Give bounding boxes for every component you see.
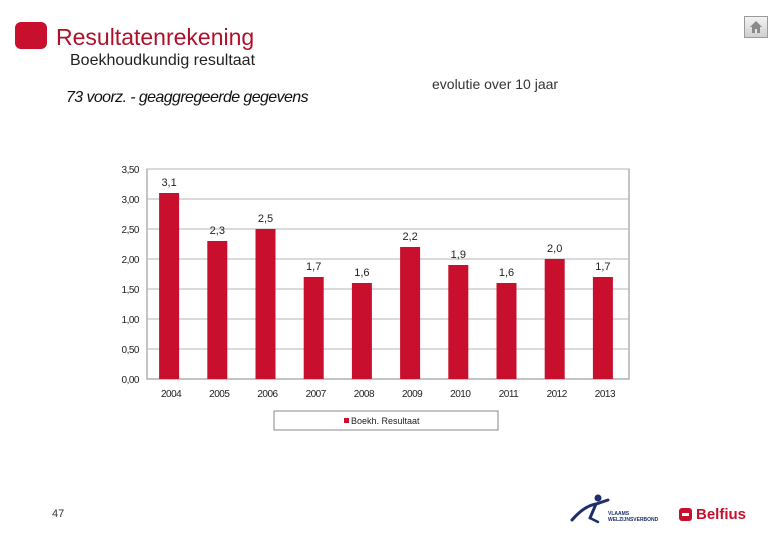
y-tick-label: 1,00 [122,315,140,326]
page-subtitle: Boekhoudkundig resultaat [70,52,256,69]
bar [351,283,372,379]
data-label: 1,9 [451,249,466,261]
x-tick-label: 2004 [161,389,182,400]
bar [496,283,517,379]
x-tick-label: 2013 [595,389,616,400]
y-tick-label: 3,00 [122,195,140,206]
home-icon [750,21,762,33]
x-tick-label: 2005 [209,389,230,400]
vvsg-logo-line1: VLAAMS [608,511,630,517]
bar [159,193,180,379]
x-tick-label: 2008 [354,389,375,400]
belfius-logo-text: Belfius [696,506,747,523]
data-label: 1,6 [499,267,514,279]
y-tick-label: 3,50 [122,165,140,176]
y-tick-label: 1,50 [122,285,140,296]
bar [400,247,421,379]
legend-swatch [344,418,349,423]
vvsg-logo: VLAAMS WELZIJNSVERBOND [570,494,659,524]
y-tick-label: 2,00 [122,255,140,266]
x-tick-label: 2012 [547,389,568,400]
bar [255,229,276,379]
belfius-mark-icon [679,508,692,521]
bar [448,265,469,379]
x-tick-label: 2009 [402,389,423,400]
data-label: 2,3 [210,225,225,237]
title-square-icon [15,22,47,49]
legend-label: Boekh. Resultaat [351,416,420,426]
legend-box [273,410,499,431]
belfius-logo: Belfius [679,506,746,523]
bar [303,277,324,379]
page-title: Resultatenrekening [56,24,255,50]
data-label: 2,2 [402,231,417,243]
home-button[interactable] [744,16,768,38]
data-label: 2,0 [547,243,562,255]
data-label: 1,6 [354,267,369,279]
x-tick-label: 2010 [450,389,471,400]
y-tick-label: 0,00 [122,375,140,386]
page-number: 47 [52,508,65,520]
data-label: 1,7 [306,261,321,273]
data-label: 3,1 [161,177,176,189]
data-label: 2,5 [258,213,273,225]
x-tick-label: 2007 [306,389,327,400]
chart-title: 73 voorz. - geaggregeerde gegevens [66,89,309,106]
x-tick-label: 2006 [257,389,278,400]
x-tick-label: 2011 [499,389,519,400]
vvsg-logo-line2: WELZIJNSVERBOND [608,517,659,523]
y-tick-label: 0,50 [122,345,140,356]
data-label: 1,7 [595,261,610,273]
bar [592,277,613,379]
period-note: evolutie over 10 jaar [432,76,559,92]
bar [207,241,228,379]
bar [544,259,565,379]
y-tick-label: 2,50 [122,225,140,236]
